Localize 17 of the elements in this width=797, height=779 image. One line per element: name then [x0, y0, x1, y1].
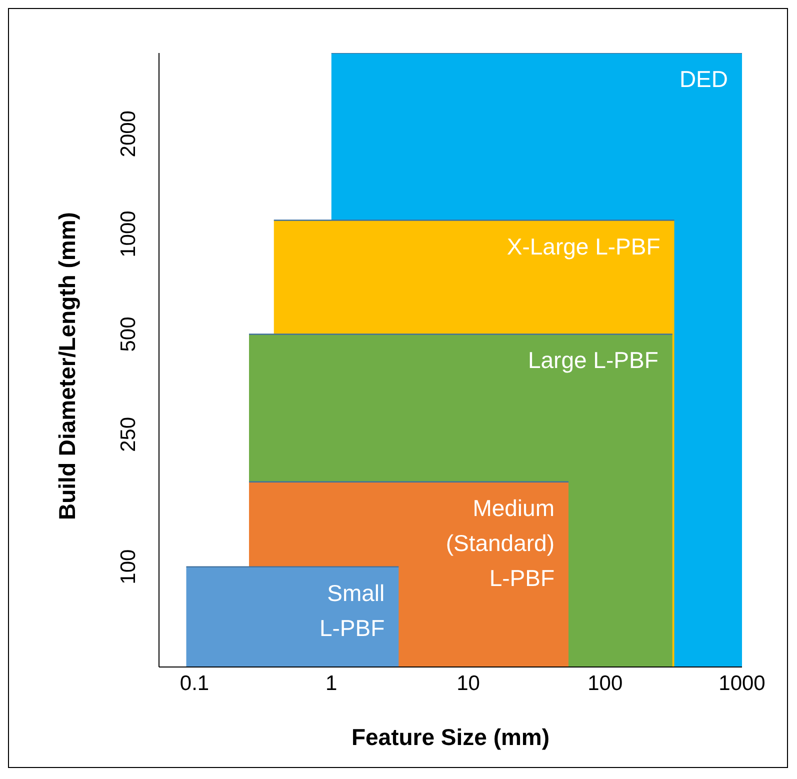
x-tick-label: 1 — [326, 672, 338, 695]
series-label: DED — [679, 66, 728, 92]
y-tick-label: 1000 — [117, 210, 140, 258]
y-tick-label: 250 — [117, 416, 140, 452]
series-label: Large L-PBF — [528, 347, 658, 374]
series-label: X-Large L-PBF — [506, 233, 660, 260]
x-axis-title: Feature Size (mm) — [351, 724, 550, 750]
x-tick-label: 10 — [456, 672, 480, 695]
y-tick-label: 2000 — [117, 110, 140, 158]
series-label: Small L-PBF — [319, 580, 385, 641]
x-tick-label: 1000 — [718, 672, 766, 695]
y-tick-label: 500 — [117, 316, 140, 352]
x-tick-label: 0.1 — [180, 672, 210, 695]
y-tick-label: 100 — [117, 549, 140, 584]
y-axis-title: Build Diameter/Length (mm) — [54, 212, 80, 520]
x-tick-label: 100 — [588, 672, 623, 695]
series-label: Medium (Standard) L-PBF — [446, 494, 555, 591]
